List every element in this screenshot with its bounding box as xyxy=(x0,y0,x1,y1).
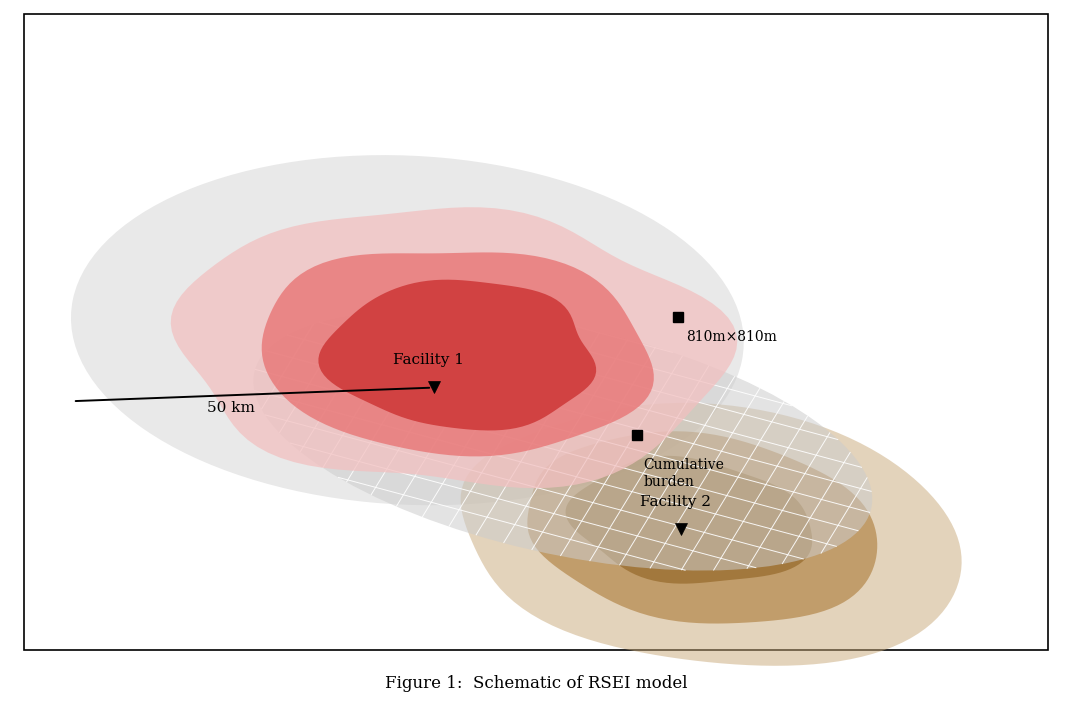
Ellipse shape xyxy=(71,155,744,506)
Polygon shape xyxy=(527,431,877,623)
Text: 810m×810m: 810m×810m xyxy=(686,330,777,344)
Text: Figure 1:  Schematic of RSEI model: Figure 1: Schematic of RSEI model xyxy=(385,674,687,692)
Text: Facility 1: Facility 1 xyxy=(393,353,464,367)
Polygon shape xyxy=(262,253,654,457)
Text: Facility 2: Facility 2 xyxy=(640,495,711,509)
Polygon shape xyxy=(566,456,813,584)
Polygon shape xyxy=(461,403,962,666)
Polygon shape xyxy=(170,207,738,488)
Text: Cumulative
burden: Cumulative burden xyxy=(643,458,724,489)
Text: 50 km: 50 km xyxy=(207,401,254,415)
FancyBboxPatch shape xyxy=(24,14,1048,650)
Polygon shape xyxy=(318,280,596,430)
Ellipse shape xyxy=(253,310,873,571)
